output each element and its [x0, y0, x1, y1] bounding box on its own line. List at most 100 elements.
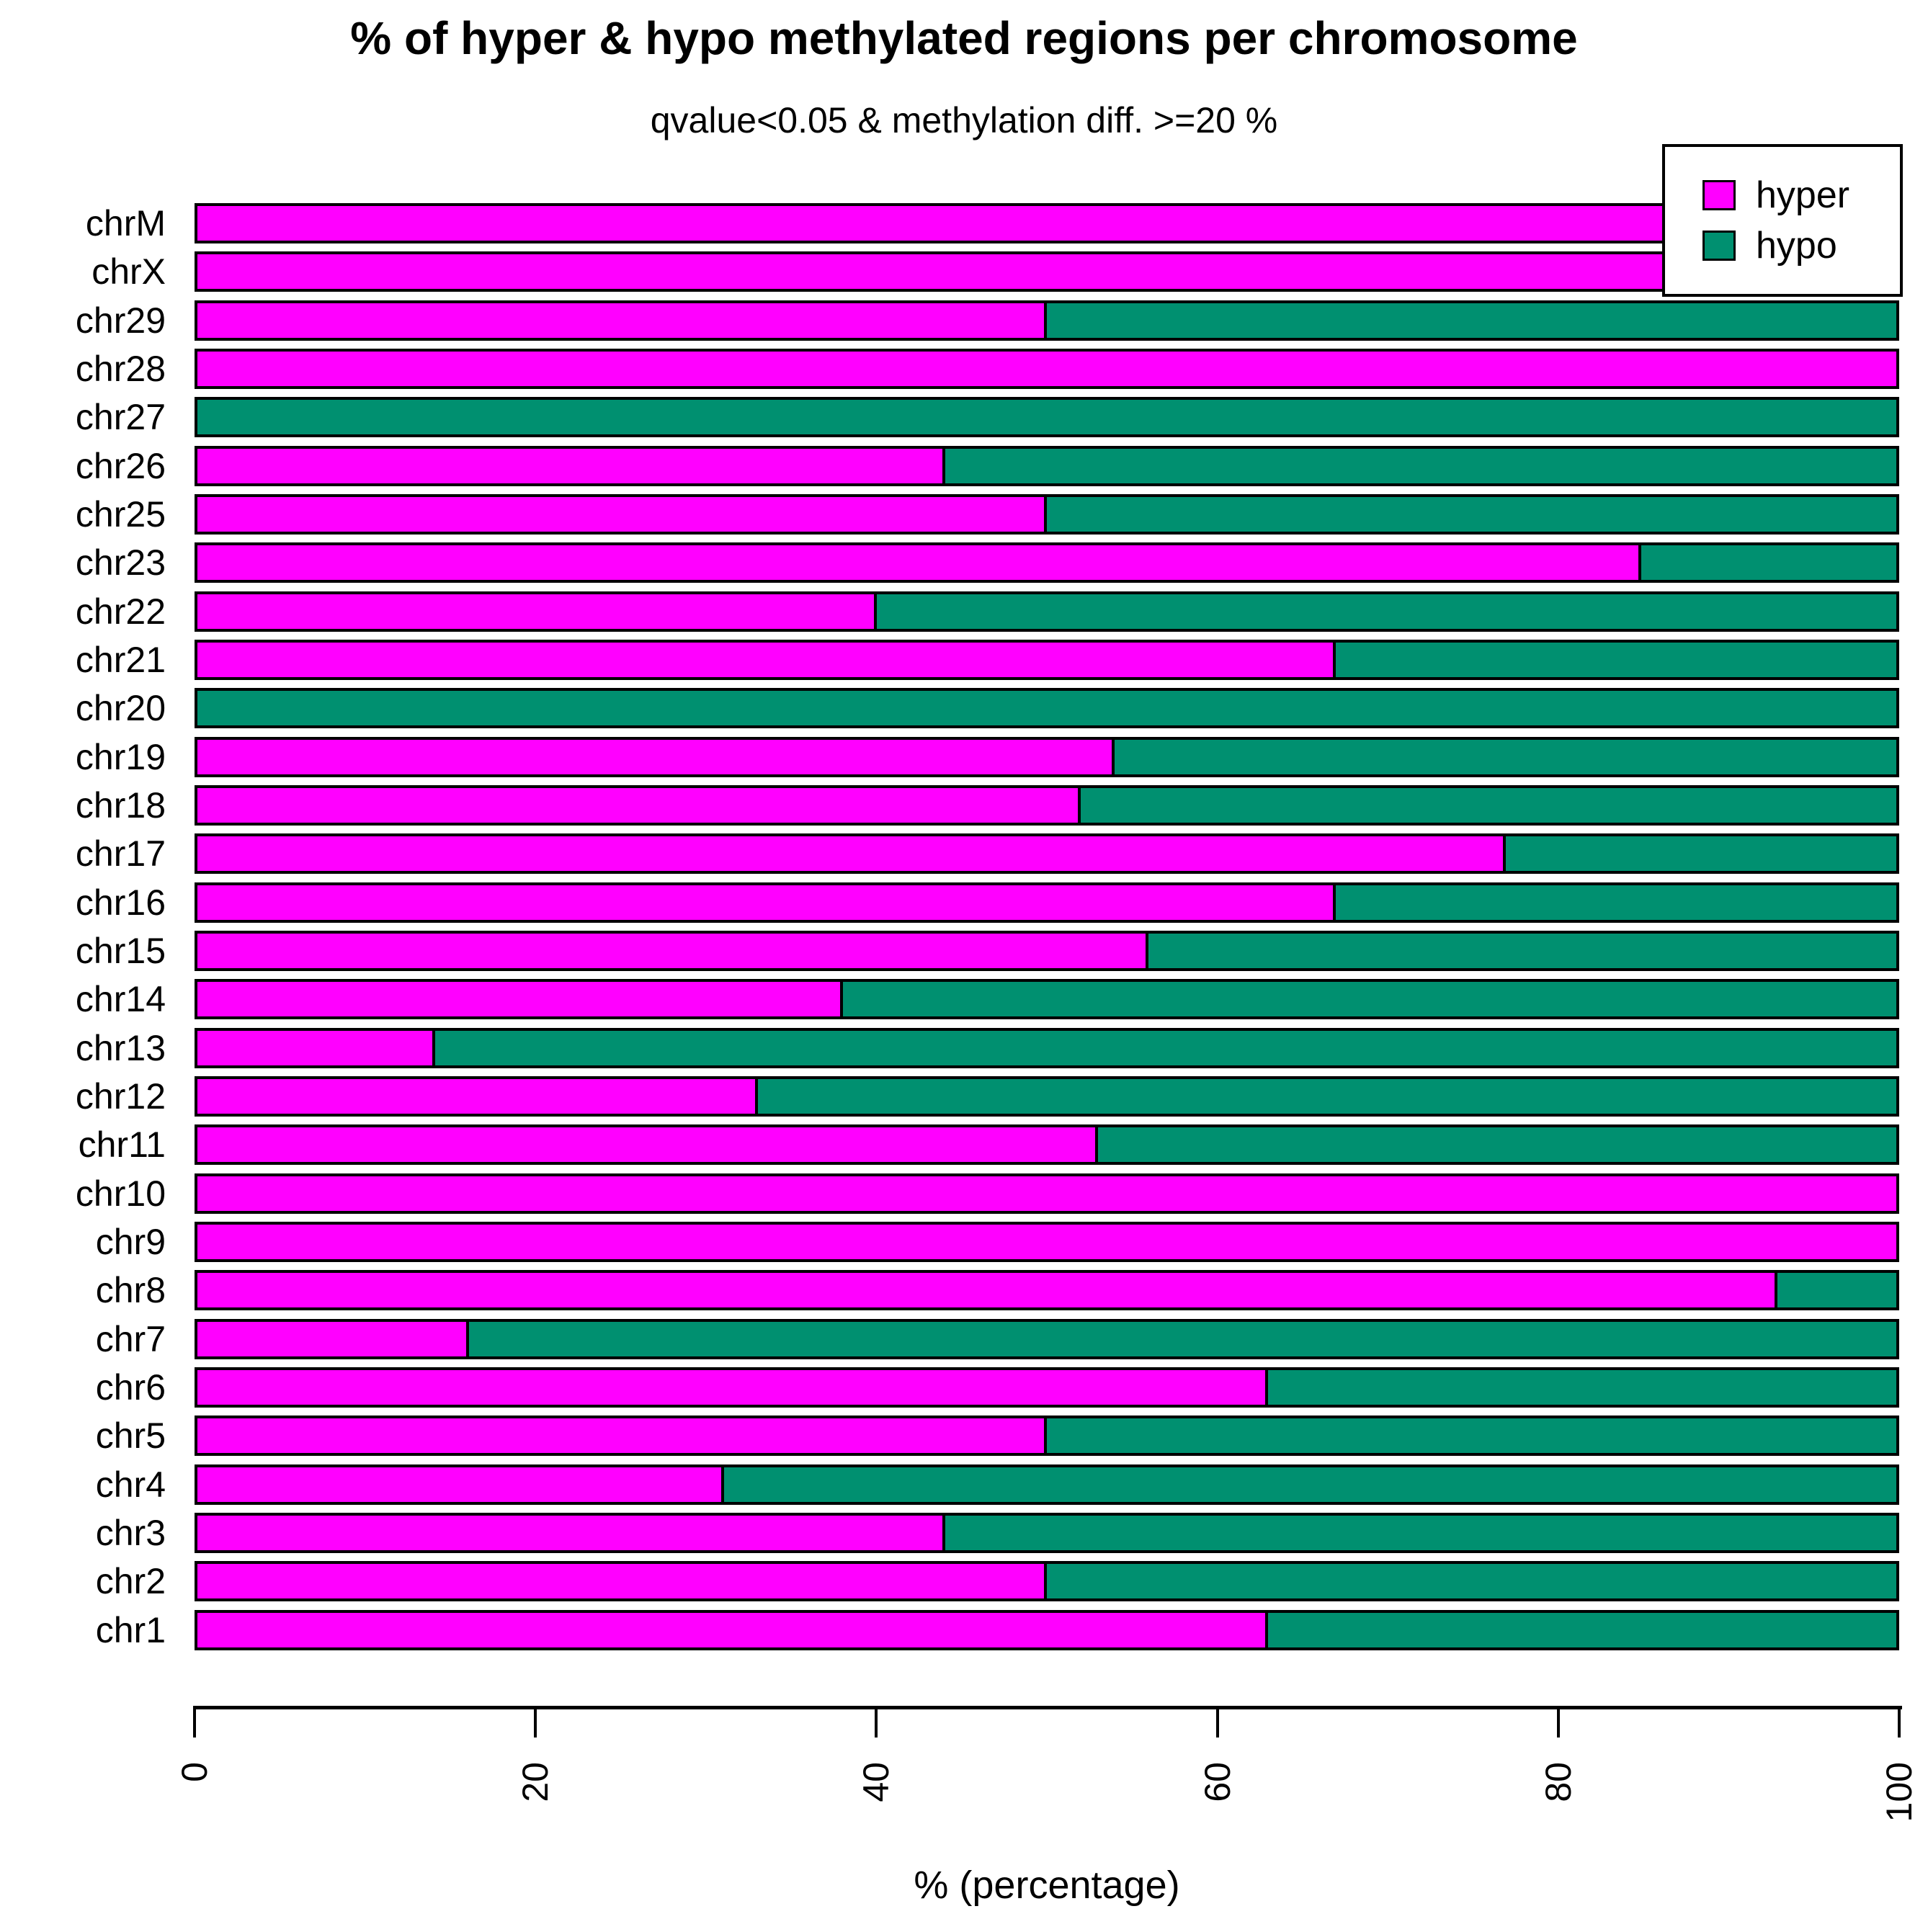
bar-segment-hyper-chr14 [197, 982, 844, 1016]
legend-entry-hyper: hyper [1702, 176, 1900, 214]
bar-row-chr17 [195, 833, 1899, 874]
x-tick-60 [1215, 1706, 1219, 1738]
hyper-swatch-icon [1702, 180, 1736, 210]
bar-segment-hyper-chr17 [197, 836, 1506, 871]
bar-segment-hyper-chr3 [197, 1516, 945, 1550]
bar-segment-hypo-chr2 [1047, 1564, 1896, 1598]
bar-segment-hyper-chr11 [197, 1127, 1098, 1162]
bar-segment-hypo-chr21 [1336, 643, 1896, 677]
x-tick-0 [193, 1706, 196, 1738]
x-tick-20 [534, 1706, 537, 1738]
bar-row-chr21 [195, 640, 1899, 680]
bar-row-chr13 [195, 1028, 1899, 1068]
bar-segment-hypo-chr23 [1641, 545, 1896, 580]
bar-segment-hypo-chr6 [1268, 1370, 1896, 1405]
x-tick-label-40: 40 [856, 1762, 897, 1802]
y-label-chr8: chr8 [95, 1270, 166, 1310]
bar-row-chr8 [195, 1270, 1899, 1310]
bar-row-chr4 [195, 1464, 1899, 1505]
bar-row-chr19 [195, 737, 1899, 777]
bar-segment-hyper-chr13 [197, 1031, 436, 1065]
x-tick-label-0: 0 [174, 1762, 215, 1782]
bar-segment-hyper-chrX [197, 254, 1896, 289]
bar-segment-hypo-chr27 [197, 400, 1896, 434]
bar-segment-hypo-chr4 [724, 1467, 1896, 1502]
y-label-chr2: chr2 [95, 1561, 166, 1601]
y-label-chr11: chr11 [78, 1124, 166, 1165]
y-label-chr1: chr1 [95, 1610, 166, 1650]
bar-segment-hypo-chr13 [435, 1031, 1896, 1065]
bar-segment-hypo-chr1 [1268, 1613, 1896, 1647]
bar-row-chr29 [195, 300, 1899, 341]
y-label-chr9: chr9 [95, 1222, 166, 1262]
bar-row-chr9 [195, 1222, 1899, 1262]
y-label-chr18: chr18 [75, 785, 166, 826]
x-tick-label-80: 80 [1538, 1762, 1579, 1802]
bar-segment-hyper-chr5 [197, 1418, 1047, 1453]
y-label-chr29: chr29 [75, 300, 166, 341]
bar-row-chr20 [195, 688, 1899, 728]
x-tick-100 [1898, 1706, 1901, 1738]
bar-segment-hyper-chr18 [197, 788, 1081, 823]
bar-segment-hypo-chr7 [469, 1322, 1896, 1356]
bar-segment-hypo-chr16 [1336, 885, 1896, 920]
legend-label-hypo: hypo [1756, 225, 1837, 267]
bar-row-chr6 [195, 1367, 1899, 1408]
y-label-chr26: chr26 [75, 446, 166, 486]
bar-segment-hypo-chr25 [1047, 497, 1896, 532]
x-tick-label-20: 20 [515, 1762, 556, 1802]
y-label-chr12: chr12 [75, 1076, 166, 1117]
bar-segment-hyper-chr10 [197, 1176, 1896, 1211]
bar-row-chrM [195, 203, 1899, 243]
chart-subtitle: qvalue<0.05 & methylation diff. >=20 % [650, 100, 1278, 140]
bar-segment-hypo-chr12 [758, 1079, 1896, 1114]
bar-row-chr7 [195, 1319, 1899, 1359]
bar-segment-hypo-chr15 [1148, 934, 1896, 968]
bar-row-chr28 [195, 349, 1899, 389]
bar-segment-hyper-chr26 [197, 449, 945, 483]
bar-segment-hypo-chr5 [1047, 1418, 1896, 1453]
bar-row-chrX [195, 251, 1899, 292]
bar-row-chr1 [195, 1610, 1899, 1650]
bar-segment-hyper-chr4 [197, 1467, 724, 1502]
bar-row-chr2 [195, 1561, 1899, 1601]
x-axis-title: % (percentage) [914, 1864, 1180, 1907]
bar-segment-hypo-chr3 [945, 1516, 1896, 1550]
bar-row-chr25 [195, 494, 1899, 535]
bar-segment-hypo-chr11 [1098, 1127, 1896, 1162]
hypo-swatch-icon [1702, 231, 1736, 261]
y-label-chr4: chr4 [95, 1464, 166, 1505]
bar-segment-hypo-chr17 [1506, 836, 1896, 871]
bar-segment-hypo-chr18 [1081, 788, 1896, 823]
bar-segment-hyper-chr23 [197, 545, 1642, 580]
y-label-chr21: chr21 [75, 640, 166, 680]
bar-row-chr5 [195, 1416, 1899, 1456]
x-tick-label-100: 100 [1879, 1762, 1919, 1823]
bar-row-chr15 [195, 931, 1899, 971]
bar-segment-hyper-chr21 [197, 643, 1336, 677]
y-label-chr23: chr23 [75, 542, 166, 583]
bar-segment-hyper-chrM [197, 206, 1896, 241]
y-label-chr13: chr13 [75, 1028, 166, 1068]
bar-segment-hyper-chr7 [197, 1322, 470, 1356]
bar-segment-hyper-chr2 [197, 1564, 1047, 1598]
bar-segment-hypo-chr26 [945, 449, 1896, 483]
bar-segment-hyper-chr1 [197, 1613, 1268, 1647]
bar-segment-hypo-chr8 [1777, 1273, 1896, 1307]
bar-row-chr3 [195, 1513, 1899, 1553]
y-label-chr19: chr19 [75, 737, 166, 777]
y-label-chr6: chr6 [95, 1367, 166, 1408]
y-label-chr10: chr10 [75, 1173, 166, 1214]
bar-segment-hyper-chr9 [197, 1225, 1896, 1259]
legend-entry-hypo: hypo [1702, 227, 1900, 264]
bar-segment-hypo-chr14 [843, 982, 1896, 1016]
x-tick-label-60: 60 [1197, 1762, 1238, 1802]
y-label-chr7: chr7 [95, 1319, 166, 1359]
bar-segment-hyper-chr29 [197, 303, 1047, 338]
x-tick-80 [1556, 1706, 1560, 1738]
y-label-chrX: chrX [92, 251, 166, 292]
chart-title: % of hyper & hypo methylated regions per… [350, 12, 1578, 64]
bar-segment-hyper-chr25 [197, 497, 1047, 532]
y-label-chr22: chr22 [75, 591, 166, 632]
